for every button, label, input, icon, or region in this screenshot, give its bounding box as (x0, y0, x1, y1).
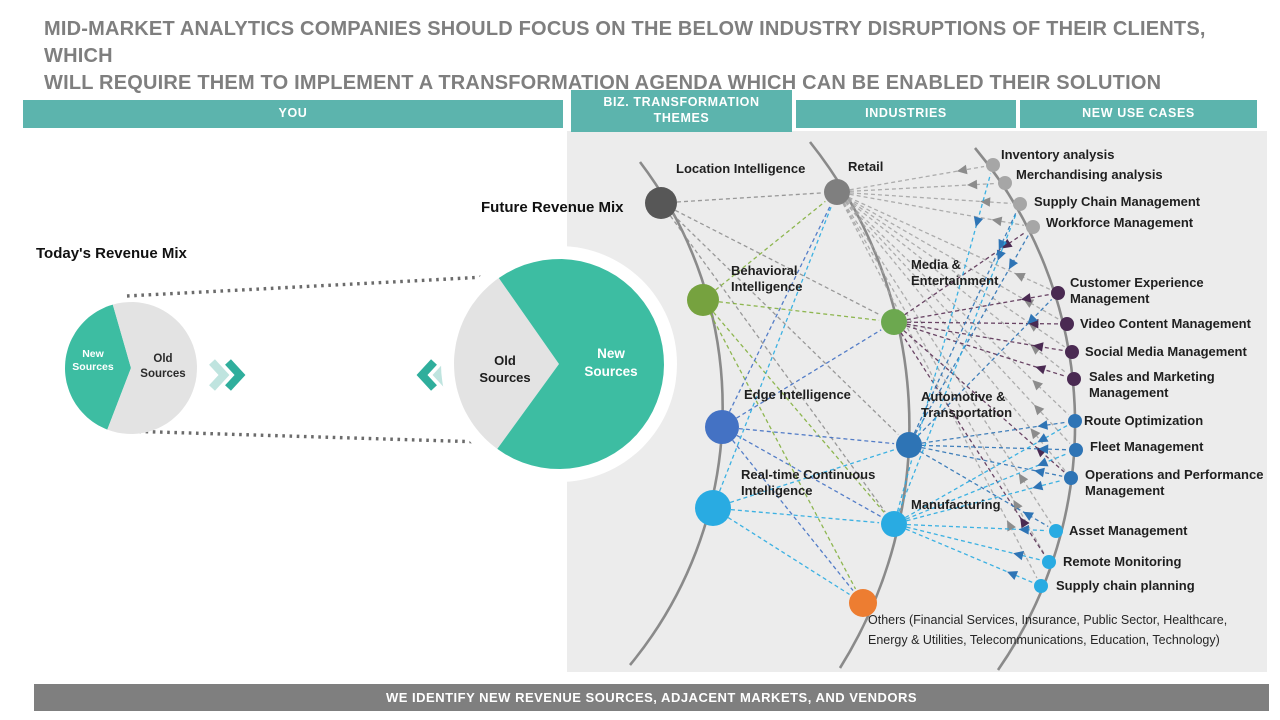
growth-dotted-line-bottom (123, 429, 484, 444)
tab-biz-transformation-themes: BIZ. TRANSFORMATION THEMES (571, 90, 792, 132)
today-old-sources-label: Old Sources (140, 353, 186, 380)
tab-new-use-cases: NEW USE CASES (1020, 100, 1257, 128)
chevron-left-icon (416, 359, 437, 391)
slide-title-line1: MID-MARKET ANALYTICS COMPANIES SHOULD FO… (44, 18, 1206, 67)
slide-title: MID-MARKET ANALYTICS COMPANIES SHOULD FO… (44, 16, 1234, 97)
slide-title-line2: WILL REQUIRE THEM TO IMPLEMENT A TRANSFO… (44, 72, 1162, 94)
footer-bar: WE IDENTIFY NEW REVENUE SOURCES, ADJACEN… (34, 684, 1269, 711)
growth-arrowhead-icon (485, 271, 497, 283)
network-panel (567, 131, 1267, 672)
growth-dotted-line-top (126, 275, 487, 298)
future-new-sources-label: New Sources (584, 346, 638, 379)
future-old-sources-label: Old Sources (479, 353, 531, 385)
tab-industries: INDUSTRIES (796, 100, 1016, 128)
chevron-right-icon (225, 359, 246, 391)
growth-arrowhead-icon (482, 436, 494, 448)
tab-you: YOU (23, 100, 563, 128)
others-industries-note: Others (Financial Services, Insurance, P… (868, 613, 1228, 647)
future-pie-title: Future Revenue Mix (481, 199, 624, 216)
chevron-right-icon (209, 359, 230, 391)
chevron-left-icon (432, 359, 453, 391)
today-new-sources-label: New Sources (72, 348, 114, 373)
today-pie-title: Today's Revenue Mix (36, 245, 187, 262)
